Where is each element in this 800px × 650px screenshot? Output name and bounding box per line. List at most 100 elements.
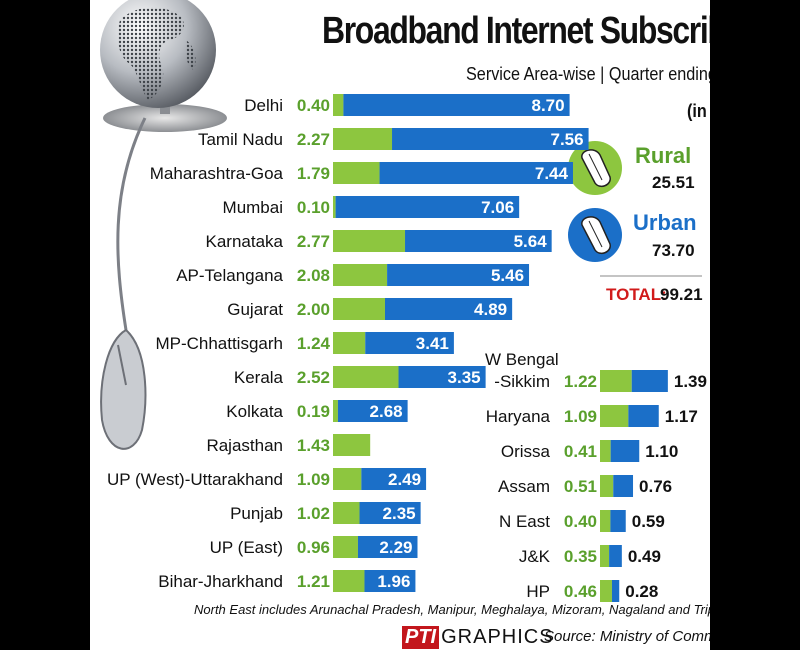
rural-bar: [333, 230, 406, 252]
rural-value-label: 1.79: [297, 164, 330, 183]
rural-bar: [600, 475, 614, 497]
urban-bar: [365, 332, 454, 354]
row-label: UP (East): [210, 538, 283, 557]
rural-value-label: 1.43: [297, 436, 330, 455]
urban-value-label: 0.59: [632, 512, 665, 531]
urban-bar: [609, 545, 622, 567]
rural-bar: [600, 405, 629, 427]
row-label: Rajasthan: [206, 436, 283, 455]
row-label: J&K: [519, 547, 551, 566]
rural-bar: [600, 545, 610, 567]
rural-value-label: 0.96: [297, 538, 330, 557]
row-label: Tamil Nadu: [198, 130, 283, 149]
urban-bar: [392, 128, 589, 150]
rural-bar: [600, 580, 612, 602]
rural-bar: [333, 570, 365, 592]
urban-value-label: 8.70: [532, 96, 565, 115]
legend-urban-label: Urban: [633, 210, 697, 235]
rural-bar: [333, 264, 388, 286]
urban-bar: [361, 468, 427, 490]
footnote: North East includes Arunachal Pradesh, M…: [194, 602, 710, 617]
urban-bar: [387, 264, 530, 286]
urban-value-label: 5.46: [491, 266, 524, 285]
urban-bar: [364, 570, 416, 592]
row-label: HP: [526, 582, 550, 601]
rural-value-label: 1.21: [297, 572, 330, 591]
rural-value-label: 1.09: [297, 470, 330, 489]
row-label: N East: [499, 512, 550, 531]
urban-value-label: 1.10: [645, 442, 678, 461]
urban-bar: [343, 94, 570, 116]
rural-bar: [333, 536, 358, 558]
row-label: Delhi: [244, 96, 283, 115]
urban-bar: [379, 162, 573, 184]
urban-bar: [359, 502, 421, 524]
rural-value-label: 0.10: [297, 198, 330, 217]
row-label: Mumbai: [223, 198, 283, 217]
row-label: Assam: [498, 477, 550, 496]
urban-value-label: 7.06: [481, 198, 514, 217]
rural-bar: [333, 502, 360, 524]
row-label: Haryana: [486, 407, 551, 426]
urban-value-label: 3.41: [416, 334, 449, 353]
urban-value-label: 7.44: [535, 164, 569, 183]
row-label-line: W Bengal: [485, 350, 559, 369]
urban-bar: [611, 580, 620, 602]
globe-icon: [100, 0, 227, 132]
urban-bar: [385, 298, 513, 320]
urban-value-label: 2.35: [383, 504, 416, 523]
urban-value-label: 2.68: [370, 402, 403, 421]
rural-bar: [333, 162, 380, 184]
rural-bar: [333, 332, 366, 354]
rural-bar: [600, 370, 632, 392]
urban-bar: [613, 475, 634, 497]
legend-urban-swatch: [568, 208, 622, 262]
urban-bar: [337, 400, 408, 422]
rural-bar: [333, 128, 393, 150]
urban-bar: [610, 510, 626, 532]
row-label-line: -Sikkim: [494, 372, 550, 391]
rural-value-label: 0.40: [297, 96, 330, 115]
rural-value-label: 0.46: [564, 582, 597, 601]
rural-value-label: 2.08: [297, 266, 330, 285]
source-note: Source: Ministry of Communication and IT: [544, 628, 710, 645]
rural-bar: [333, 468, 362, 490]
rural-value-label: 2.77: [297, 232, 330, 251]
row-label: Orissa: [501, 442, 551, 461]
rural-bar: [333, 94, 344, 116]
rural-value-label: 1.09: [564, 407, 597, 426]
urban-value-label: 0.28: [625, 582, 658, 601]
urban-bar: [335, 196, 520, 218]
chart-subtitle: Service Area-wise | Quarter ending March…: [466, 64, 710, 84]
rural-value-label: 2.27: [297, 130, 330, 149]
urban-value-label: 7.56: [550, 130, 583, 149]
bar-chart: Delhi 0.40 8.70 Tamil Nadu 2.27 7.56 Maharasht…: [107, 94, 707, 602]
rural-value-label: 0.35: [564, 547, 597, 566]
rural-value-label: 0.40: [564, 512, 597, 531]
rural-value-label: 2.52: [297, 368, 330, 387]
rural-bar: [333, 298, 385, 320]
rural-value-label: 1.02: [297, 504, 330, 523]
row-label: MP-Chhattisgarh: [155, 334, 283, 353]
mouse-icon: [100, 328, 147, 450]
row-label: Gujarat: [227, 300, 283, 319]
urban-value-label: 0.76: [639, 477, 672, 496]
row-label: Punjab: [230, 504, 283, 523]
urban-value-label: 3.35: [448, 368, 481, 387]
urban-bar: [628, 405, 659, 427]
urban-value-label: 2.49: [388, 470, 421, 489]
legend-rural-swatch: [568, 141, 622, 195]
units-note: (in Millions): [687, 101, 710, 121]
total-label: TOTAL:: [606, 285, 667, 304]
rural-value-label: 1.22: [564, 372, 597, 391]
legend-rural-total: 25.51: [652, 173, 695, 192]
infographic-panel: Rural 25.51 Urban 73.70 TOTAL: 99.21 Del…: [90, 0, 710, 650]
urban-value-label: 5.64: [514, 232, 548, 251]
rural-value-label: 2.00: [297, 300, 330, 319]
urban-value-label: 4.89: [474, 300, 507, 319]
pti-graphics-logo: PTI GRAPHICS: [402, 626, 554, 649]
row-label: AP-Telangana: [176, 266, 283, 285]
row-label: Kolkata: [226, 402, 283, 421]
rural-value-label: 1.24: [297, 334, 331, 353]
row-label: Kerala: [234, 368, 284, 387]
